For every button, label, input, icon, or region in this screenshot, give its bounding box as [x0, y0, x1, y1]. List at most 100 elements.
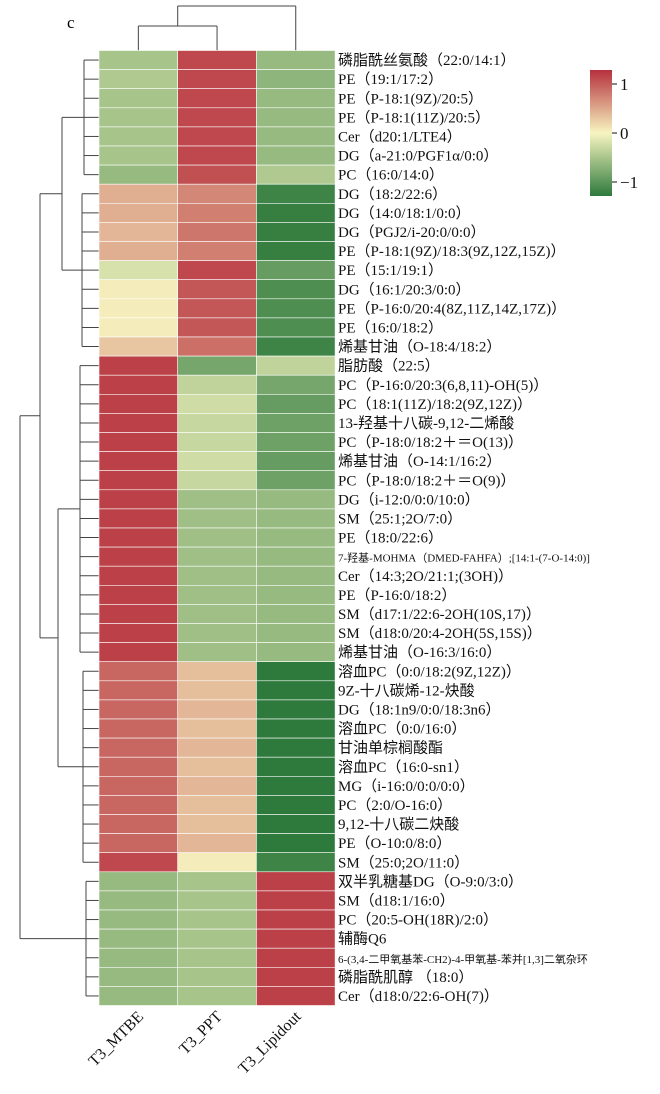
row-label: 9,12-十八碳二炔酸	[338, 816, 459, 833]
row-label: 6-(3,4-二甲氧基苯-CH2)-4-甲氧基-苯并[1,3]二氧杂环	[338, 952, 588, 966]
heatmap-cell	[177, 279, 257, 300]
heatmap-cell	[177, 107, 257, 128]
heatmap-cell	[98, 508, 178, 529]
heatmap-cell	[98, 374, 178, 395]
heatmap-cell	[177, 317, 257, 338]
row-dendrogram	[19, 59, 99, 997]
heatmap-cell	[177, 718, 257, 739]
heatmap-cell	[98, 718, 178, 739]
heatmap-cell	[98, 183, 178, 204]
row-label: PC（16:0/14:0）	[338, 167, 444, 184]
heatmap-cell	[98, 871, 178, 892]
row-label: DG（a-21:0/PGF1α/0:0）	[338, 148, 498, 165]
heatmap-cell	[98, 126, 178, 147]
heatmap-cell	[98, 986, 178, 1006]
heatmap-cell	[98, 680, 178, 701]
heatmap-cell	[256, 298, 336, 319]
heatmap-cell	[256, 909, 336, 930]
heatmap-cell	[177, 241, 257, 261]
heatmap-cell	[256, 718, 336, 739]
heatmap-cell	[177, 126, 257, 147]
row-label: 烯基甘油（O-14:1/16:2）	[338, 453, 501, 470]
row-label: PE（15:1/19:1）	[338, 262, 443, 279]
heatmap-cell	[98, 966, 178, 987]
row-label: SM（25:1;2O/7:0）	[338, 510, 462, 527]
row-label: PE（18:0/22:6）	[338, 530, 443, 547]
row-label: DG（i-12:0/0:0/10:0）	[338, 491, 480, 508]
heatmap-cell	[256, 317, 336, 338]
heatmap-cell	[256, 604, 336, 624]
heatmap-cell	[98, 775, 178, 796]
heatmap-cell	[98, 795, 178, 815]
heatmap-cell	[177, 661, 257, 682]
heatmap-cell	[256, 489, 336, 510]
heatmap-cell	[177, 374, 257, 395]
row-label: PE（P-18:1(11Z)/20:5）	[338, 109, 490, 126]
heatmap-cell	[98, 355, 178, 376]
row-label: PC（20:5-OH(18R)/2:0）	[338, 912, 498, 929]
heatmap-cell	[177, 203, 257, 223]
heatmap-cell	[177, 756, 257, 777]
heatmap-cell	[256, 279, 336, 300]
heatmap-cell	[256, 565, 336, 586]
heatmap-cell	[256, 451, 336, 472]
heatmap-cell	[98, 527, 178, 548]
row-label: Cer（d20:1/LTE4）	[338, 128, 462, 145]
row-label: SM（25:0;2O/11:0）	[338, 854, 469, 871]
row-label: SM（d18:1/16:0）	[338, 892, 455, 909]
heatmap-cell	[98, 737, 178, 758]
heatmap-cell	[256, 164, 336, 185]
heatmap-cell	[98, 947, 178, 968]
row-label: PC（2:0/O-16:0）	[338, 797, 452, 814]
row-label: 溶血PC（16:0-sn1）	[338, 759, 469, 776]
row-label: PE（P-18:1(9Z)/18:3(9Z,12Z,15Z)）	[338, 243, 565, 260]
row-label: 9Z-十八碳烯-12-炔酸	[338, 682, 475, 699]
heatmap-cell	[98, 432, 178, 452]
row-label: PE（O-10:0/8:0）	[338, 835, 451, 852]
heatmap-cell	[98, 642, 178, 662]
heatmap-cell	[256, 527, 336, 548]
panel-label: c	[67, 13, 75, 32]
row-label: PE（19:1/17:2）	[338, 71, 443, 88]
heatmap-cell	[256, 928, 336, 949]
row-label: PE（P-16:0/20:4(8Z,11Z,14Z,17Z)）	[338, 300, 566, 317]
heatmap-cell	[177, 393, 257, 414]
row-label: DG（16:1/20:3/0:0）	[338, 281, 471, 298]
heatmap-cell	[177, 432, 257, 452]
heatmap-cell	[98, 584, 178, 605]
heatmap-cell	[98, 241, 178, 261]
heatmap-cell	[256, 241, 336, 261]
heatmap-cell	[98, 88, 178, 109]
column-labels: T3_MTBE T3_PPT T3_Lipidout	[86, 1008, 305, 1078]
heatmap-cell	[98, 69, 178, 89]
heatmap-cell	[98, 222, 178, 242]
heatmap-cell	[177, 852, 257, 873]
row-label: 7-羟基-MOHMA（DMED-FAHFA）;[14:1-(7-O-14:0)]	[338, 551, 590, 565]
heatmap-cell	[177, 527, 257, 548]
heatmap-cell	[98, 413, 178, 433]
heatmap-cell	[256, 814, 336, 834]
heatmap-cell	[256, 546, 336, 567]
heatmap-cell	[256, 336, 336, 357]
colorbar-legend: 1 0 −1	[590, 70, 638, 196]
row-label: 烯基甘油（O-18:4/18:2）	[338, 339, 501, 356]
row-label: PC（18:1(11Z)/18:2(9Z,12Z)）	[338, 396, 532, 413]
heatmap-cell	[98, 260, 178, 281]
heatmap-cell	[177, 451, 257, 472]
heatmap-cell	[177, 928, 257, 949]
heatmap-cell	[256, 795, 336, 815]
heatmap-cell	[256, 661, 336, 682]
heatmap-cell	[98, 317, 178, 338]
heatmap-cell	[98, 699, 178, 720]
heatmap-cell	[256, 986, 336, 1006]
row-label: 磷脂酰肌醇 （18:0）	[338, 969, 473, 986]
heatmap-cell	[177, 222, 257, 242]
heatmap-cell	[256, 584, 336, 605]
heatmap-cell	[177, 966, 257, 987]
colorbar-tick-label: 1	[620, 75, 629, 94]
heatmap-cell	[98, 890, 178, 911]
heatmap-cell	[98, 928, 178, 949]
heatmap-cell	[98, 145, 178, 166]
heatmap-cell	[177, 546, 257, 567]
